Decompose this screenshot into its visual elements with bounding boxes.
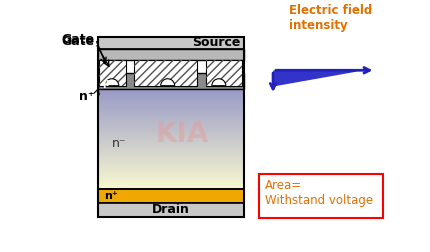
Bar — [99, 59, 126, 86]
Text: n⁻: n⁻ — [112, 137, 126, 150]
Bar — [206, 59, 242, 86]
Bar — [98, 73, 244, 89]
Bar — [134, 59, 197, 86]
Polygon shape — [274, 71, 356, 86]
Wedge shape — [161, 79, 175, 86]
Bar — [99, 59, 126, 86]
Text: Gate: Gate — [61, 33, 95, 46]
Text: n⁺: n⁺ — [79, 90, 95, 103]
Text: Drain: Drain — [152, 203, 190, 216]
Bar — [259, 174, 383, 218]
Text: n⁺: n⁺ — [104, 191, 118, 201]
Bar — [98, 37, 244, 216]
Text: Source: Source — [192, 37, 240, 49]
Bar — [98, 37, 244, 49]
Text: Gate: Gate — [61, 35, 95, 48]
Bar — [98, 89, 244, 189]
Wedge shape — [105, 79, 119, 86]
Bar — [98, 49, 244, 59]
Bar — [98, 189, 244, 203]
Text: Area=
Withstand voltage: Area= Withstand voltage — [265, 179, 373, 207]
Wedge shape — [212, 79, 226, 86]
Bar — [134, 59, 197, 86]
Text: p: p — [102, 78, 109, 88]
Text: KIA: KIA — [156, 120, 209, 148]
Text: Electric field
intensity: Electric field intensity — [289, 4, 372, 32]
Bar — [98, 203, 244, 216]
Bar — [206, 59, 242, 86]
